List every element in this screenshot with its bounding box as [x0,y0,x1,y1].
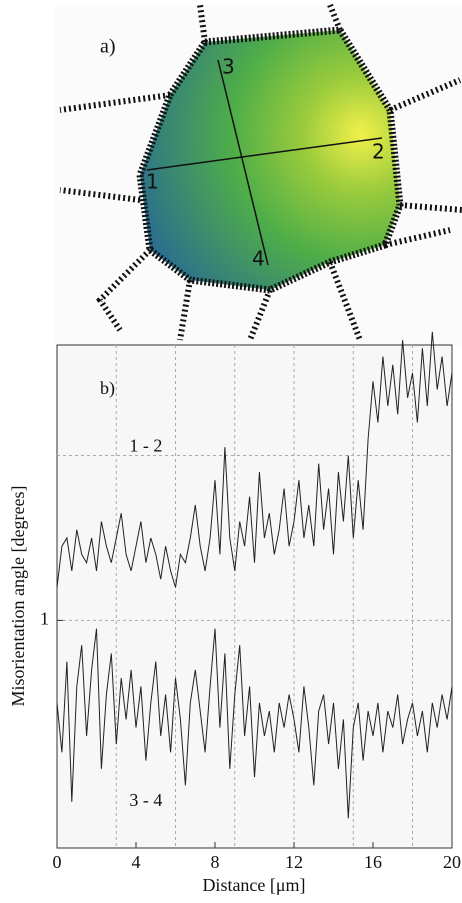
profile-line [217,59,269,266]
x-tick-label: 12 [285,852,303,872]
data-line [56,331,453,588]
y-tick-label: 1 [40,609,49,629]
point-label: 3 [222,55,235,79]
x-tick-label: 0 [53,852,62,872]
panel-label: a) [100,36,116,58]
y-axis-label: Misorientation angle [degrees] [8,486,28,707]
x-tick-label: 16 [364,852,382,872]
point-label: 2 [372,140,385,164]
series-label: 1 - 2 [129,435,162,455]
series-label: 3 - 4 [129,790,162,810]
profile-line [146,137,383,171]
x-tick-label: 8 [211,852,220,872]
x-axis-label: Distance [μm] [202,875,305,895]
plot-area [56,344,453,849]
grain [136,26,404,294]
data-line [56,628,453,819]
grain-boundaries [59,3,462,342]
point-label: 1 [146,170,159,194]
point-label: 4 [252,247,265,271]
x-tick-label: 4 [132,852,141,872]
micrograph: a) 1 2 3 4 [55,3,462,345]
x-tick-label: 20 [443,852,461,872]
panel-label: b) [100,378,115,399]
